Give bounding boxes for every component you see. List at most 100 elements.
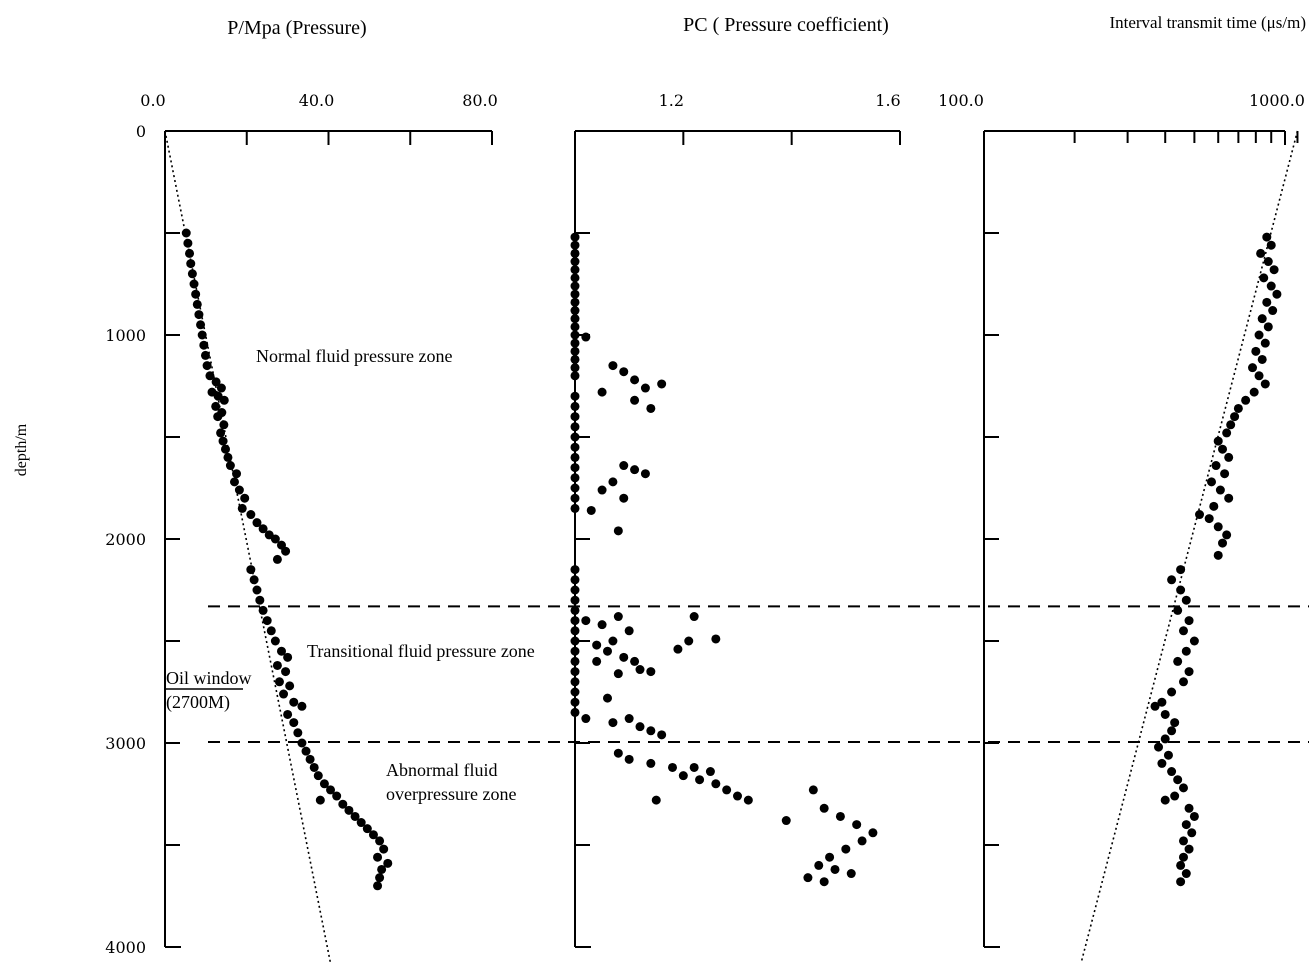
panel2-data-point <box>570 442 580 452</box>
panel2-data-point <box>570 707 580 717</box>
panel3-data-point <box>1184 616 1194 626</box>
panel2-data-point <box>613 669 623 679</box>
panel1-data-point <box>272 660 282 670</box>
panel2-data-point <box>830 864 840 874</box>
panel1-data-point <box>219 395 229 405</box>
trend-lines <box>164 130 1299 964</box>
panel3-data-point <box>1170 718 1180 728</box>
panel2-data-point <box>570 452 580 462</box>
panel1-data-point <box>309 762 319 772</box>
panel2-data-point <box>846 869 856 879</box>
panel2-data-point <box>640 383 650 393</box>
panel1-data-point <box>202 361 212 371</box>
panel3-data-point <box>1176 877 1186 887</box>
panel2-data-point <box>570 667 580 677</box>
panel3-data-point <box>1222 428 1232 438</box>
panel1-data-point <box>283 652 293 662</box>
panel2-data-point <box>619 493 629 503</box>
panel3-data-point <box>1178 783 1188 793</box>
panel3-data-point <box>1224 452 1234 462</box>
panel3-data-point <box>1230 412 1240 422</box>
panel2-data-point <box>570 697 580 707</box>
panel1-data-point <box>252 585 262 595</box>
x-tick-labels: 0.0 40.0 80.0 1.2 1.6 100.0 1000.0 <box>140 91 1305 110</box>
panel3-data-point <box>1272 289 1282 299</box>
panel3-data-point <box>1259 273 1269 283</box>
panel3-data-point <box>1266 240 1276 250</box>
panel2-data-point <box>857 836 867 846</box>
panel1-data-point <box>373 852 383 862</box>
panel3-data-point <box>1154 742 1164 752</box>
panel3-data-point <box>1269 265 1279 275</box>
panel1-data-point <box>246 565 256 575</box>
panel2-data-point <box>743 795 753 805</box>
panel1-data-point <box>326 785 336 795</box>
panel2-data-point <box>684 636 694 646</box>
panel3-data-point <box>1215 485 1225 495</box>
panel2-data-point <box>570 306 580 316</box>
panel1-data-point <box>289 697 299 707</box>
panel1-data-point <box>281 546 291 556</box>
panel3-data-point <box>1178 852 1188 862</box>
panel2-data-point <box>733 791 742 801</box>
panel1-data-point <box>362 824 372 834</box>
panel3-data-point <box>1213 550 1223 560</box>
transitional-zone-label: Transitional fluid pressure zone <box>307 641 535 661</box>
panel2-data-point <box>613 612 623 622</box>
panel2-data-point <box>635 665 645 675</box>
panel1-data-point <box>279 689 289 699</box>
panel1-data-point <box>373 881 383 891</box>
panel1-data-point <box>246 510 256 520</box>
panel3-data-point <box>1260 338 1270 348</box>
panel3-data-point <box>1257 314 1267 324</box>
panel2-data-point <box>722 785 732 795</box>
panel1-data-point <box>315 795 325 805</box>
panel3-data-point <box>1173 656 1183 666</box>
panel1-data-point <box>379 844 389 854</box>
panel1-data-point <box>276 646 286 656</box>
panel3-data-point <box>1220 469 1230 479</box>
panel1-data-point <box>281 667 291 677</box>
y-tick-label: 0 <box>136 122 146 141</box>
panel3-data-point <box>1211 461 1221 471</box>
panel2-data-point <box>608 636 618 646</box>
panel2-data-point <box>619 367 629 377</box>
panel3-data-point <box>1249 387 1259 397</box>
panel1-data-point <box>272 554 282 564</box>
panel3-data-point <box>1263 322 1273 332</box>
panel3-data-point <box>1173 775 1183 785</box>
panel1-data-point <box>200 350 210 360</box>
y-tick-label: 3000 <box>105 734 146 753</box>
panel1-data-point <box>181 228 191 238</box>
panel3-data-point <box>1176 860 1186 870</box>
panel2-data-point <box>570 677 580 687</box>
panel2-data-point <box>570 346 580 356</box>
panel2-data-point <box>868 828 878 838</box>
panel3-data-point <box>1184 667 1194 677</box>
panel2-data-point <box>570 391 580 401</box>
panel3-data-point <box>1248 363 1258 373</box>
panel3-data-point <box>1266 281 1276 291</box>
y-tick-labels: 0 1000 2000 3000 4000 <box>105 122 146 957</box>
panel2-data-point <box>603 693 612 703</box>
panel3-data-point <box>1268 306 1278 316</box>
panel1-data-point <box>218 436 228 446</box>
panel1-data-point <box>232 469 242 479</box>
panel1-data-point <box>377 864 387 874</box>
panel2-data-point <box>705 767 715 777</box>
panel2-data-point <box>635 722 645 732</box>
panel3-data-point <box>1157 697 1167 707</box>
panel2-data-point <box>570 493 580 503</box>
panel2-data-point <box>570 314 580 324</box>
panel1-data-point <box>199 340 209 350</box>
x-tick-label: 40.0 <box>299 91 335 110</box>
normal-zone-label: Normal fluid pressure zone <box>256 346 452 366</box>
panel2-title: PC ( Pressure coefficient) <box>683 14 889 36</box>
panel2-data-point <box>570 330 580 340</box>
panel1-data-point <box>270 534 280 544</box>
panel2-data-point <box>819 877 829 887</box>
panel2-data-point <box>808 785 818 795</box>
panel1-data-point <box>274 677 284 687</box>
panel2-data-point <box>570 281 580 291</box>
panel1-data-point <box>313 771 323 781</box>
